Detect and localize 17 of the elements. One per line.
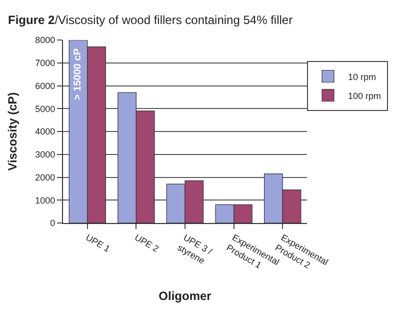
y-tick-label: 4000 [35,126,56,137]
y-tick-label: 1000 [35,195,56,206]
y-tick-label: 6000 [35,80,56,91]
x-tick-label: UPE 1 [84,232,112,254]
y-tick-label: 2000 [35,172,56,182]
y-tick-label: 8000 [35,35,56,46]
legend-label: 100 rpm [348,90,382,101]
x-axis-title: Oligomer [158,289,212,304]
y-tick-label: 0 [50,218,56,228]
x-tick-label: UPE 2 [132,232,160,254]
y-tick-label: 7000 [35,58,56,68]
y-tick-label: 5000 [35,104,56,114]
chart-title: Figure 2/Viscosity of wood fillers containing 54% filler [8,13,293,28]
annotation: > 15000 cP [72,48,84,100]
y-axis-title: Viscosity (cP) [5,92,20,171]
y-tick-label: 3000 [35,150,56,160]
legend-label: 10 rpm [348,72,376,82]
